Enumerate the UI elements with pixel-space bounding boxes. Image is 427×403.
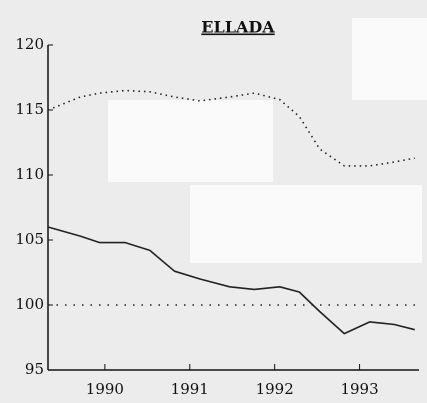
- y-tick-label: 120: [15, 35, 44, 53]
- x-tick-label: 1993: [340, 380, 378, 398]
- background-patch: [108, 100, 273, 182]
- y-tick-label: 105: [15, 230, 44, 248]
- y-tick-label: 95: [25, 360, 44, 378]
- x-tick-label: 1991: [171, 380, 209, 398]
- data-line: [47, 89, 415, 167]
- y-tick-label: 110: [15, 165, 44, 183]
- y-tick-label: 115: [15, 100, 44, 118]
- background-patch: [190, 185, 422, 263]
- x-tick-label: 1990: [86, 380, 124, 398]
- x-tick-label: 1992: [256, 380, 294, 398]
- y-tick-label: 100: [15, 295, 44, 313]
- background-patch: [352, 18, 427, 100]
- data-line: [47, 226, 415, 335]
- chart-title: ELLADA: [201, 18, 275, 37]
